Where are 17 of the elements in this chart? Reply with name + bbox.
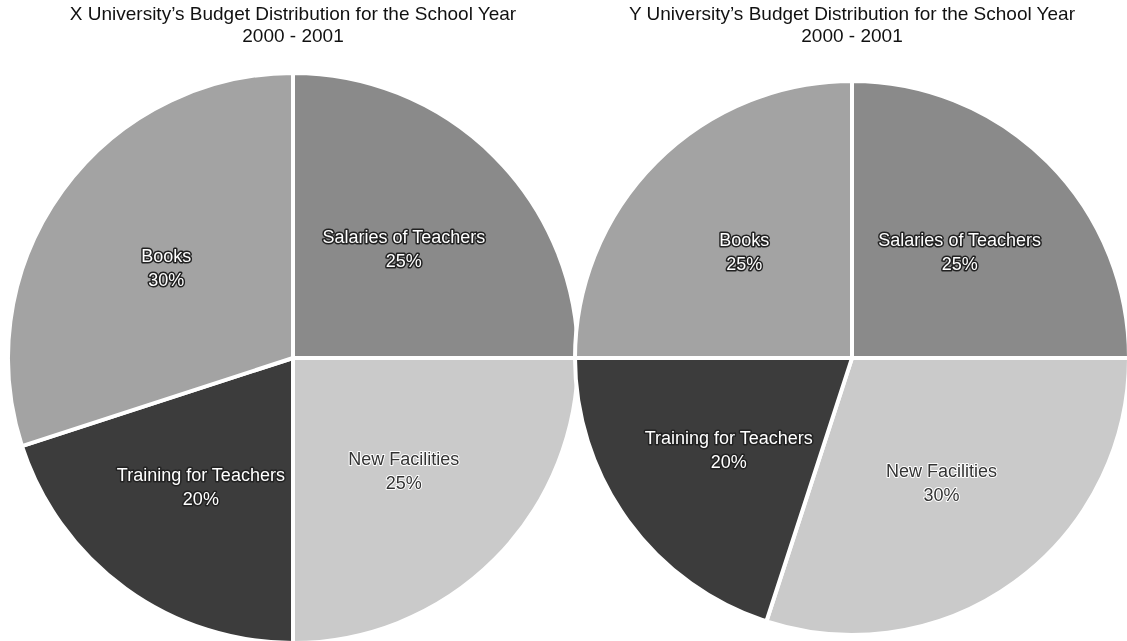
data-label: 25% [941, 254, 978, 275]
chart-title: Y University’s Budget Distribution for the School Year 2000 - 2001 [628, 3, 1076, 46]
data-label: 30% [923, 485, 960, 506]
slice-label: New Facilities [886, 461, 998, 482]
data-label: 25% [385, 472, 422, 493]
slice-label: Salaries of Teachers [878, 230, 1042, 251]
data-label: 30% [148, 269, 185, 290]
data-label: 20% [710, 451, 747, 472]
slice-label: Salaries of Teachers [322, 227, 486, 248]
data-label: 25% [385, 251, 422, 272]
slice-label: Books [719, 230, 770, 251]
slice-label: Books [141, 245, 192, 266]
chart-title: X University’s Budget Distribution for the School Year 2000 - 2001 [69, 3, 517, 46]
slice-label: New Facilities [348, 448, 460, 469]
data-label: 20% [182, 488, 219, 509]
slice-label: Training for Teachers [644, 427, 813, 448]
slice-label: Training for Teachers [116, 464, 285, 485]
